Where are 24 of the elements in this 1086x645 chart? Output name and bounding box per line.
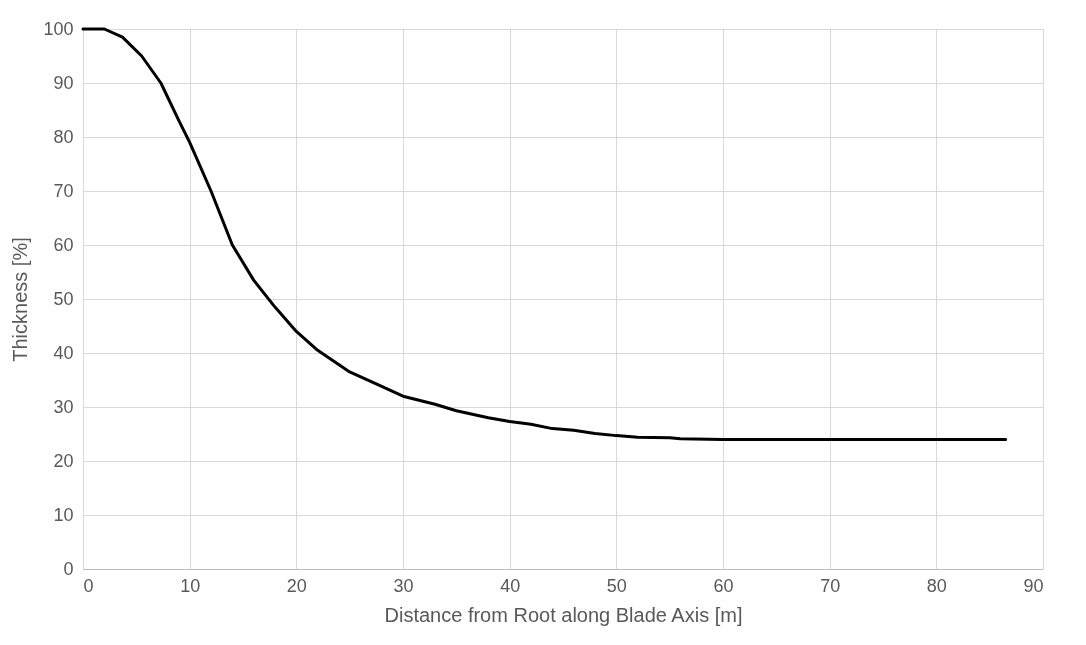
y-tick-label: 60 (53, 234, 74, 255)
y-tick-label: 0 (63, 558, 74, 579)
x-tick-label: 90 (1023, 575, 1044, 596)
x-tick-label: 0 (83, 575, 94, 596)
y-tick-label: 100 (43, 18, 74, 39)
y-tick-label: 20 (53, 450, 74, 471)
y-tick-label: 80 (53, 126, 74, 147)
x-tick-label: 40 (500, 575, 521, 596)
y-tick-label: 90 (53, 72, 74, 93)
x-tick-label: 10 (180, 575, 201, 596)
y-tick-label: 10 (53, 504, 74, 525)
x-tick-label: 50 (606, 575, 627, 596)
x-tick-label: 60 (713, 575, 734, 596)
x-axis-title: Distance from Root along Blade Axis [m] (384, 603, 743, 626)
line-series (81, 27, 1008, 441)
y-tick-label: 70 (53, 180, 74, 201)
y-tick-label: 30 (53, 396, 74, 417)
y-tick-label: 40 (53, 342, 74, 363)
x-tick-label: 30 (393, 575, 414, 596)
x-tick-label: 70 (820, 575, 841, 596)
y-tick-label: 50 (53, 288, 74, 309)
x-tick-label: 20 (286, 575, 307, 596)
x-tick-label: 80 (926, 575, 947, 596)
y-axis-title: Thickness [%] (9, 237, 32, 362)
